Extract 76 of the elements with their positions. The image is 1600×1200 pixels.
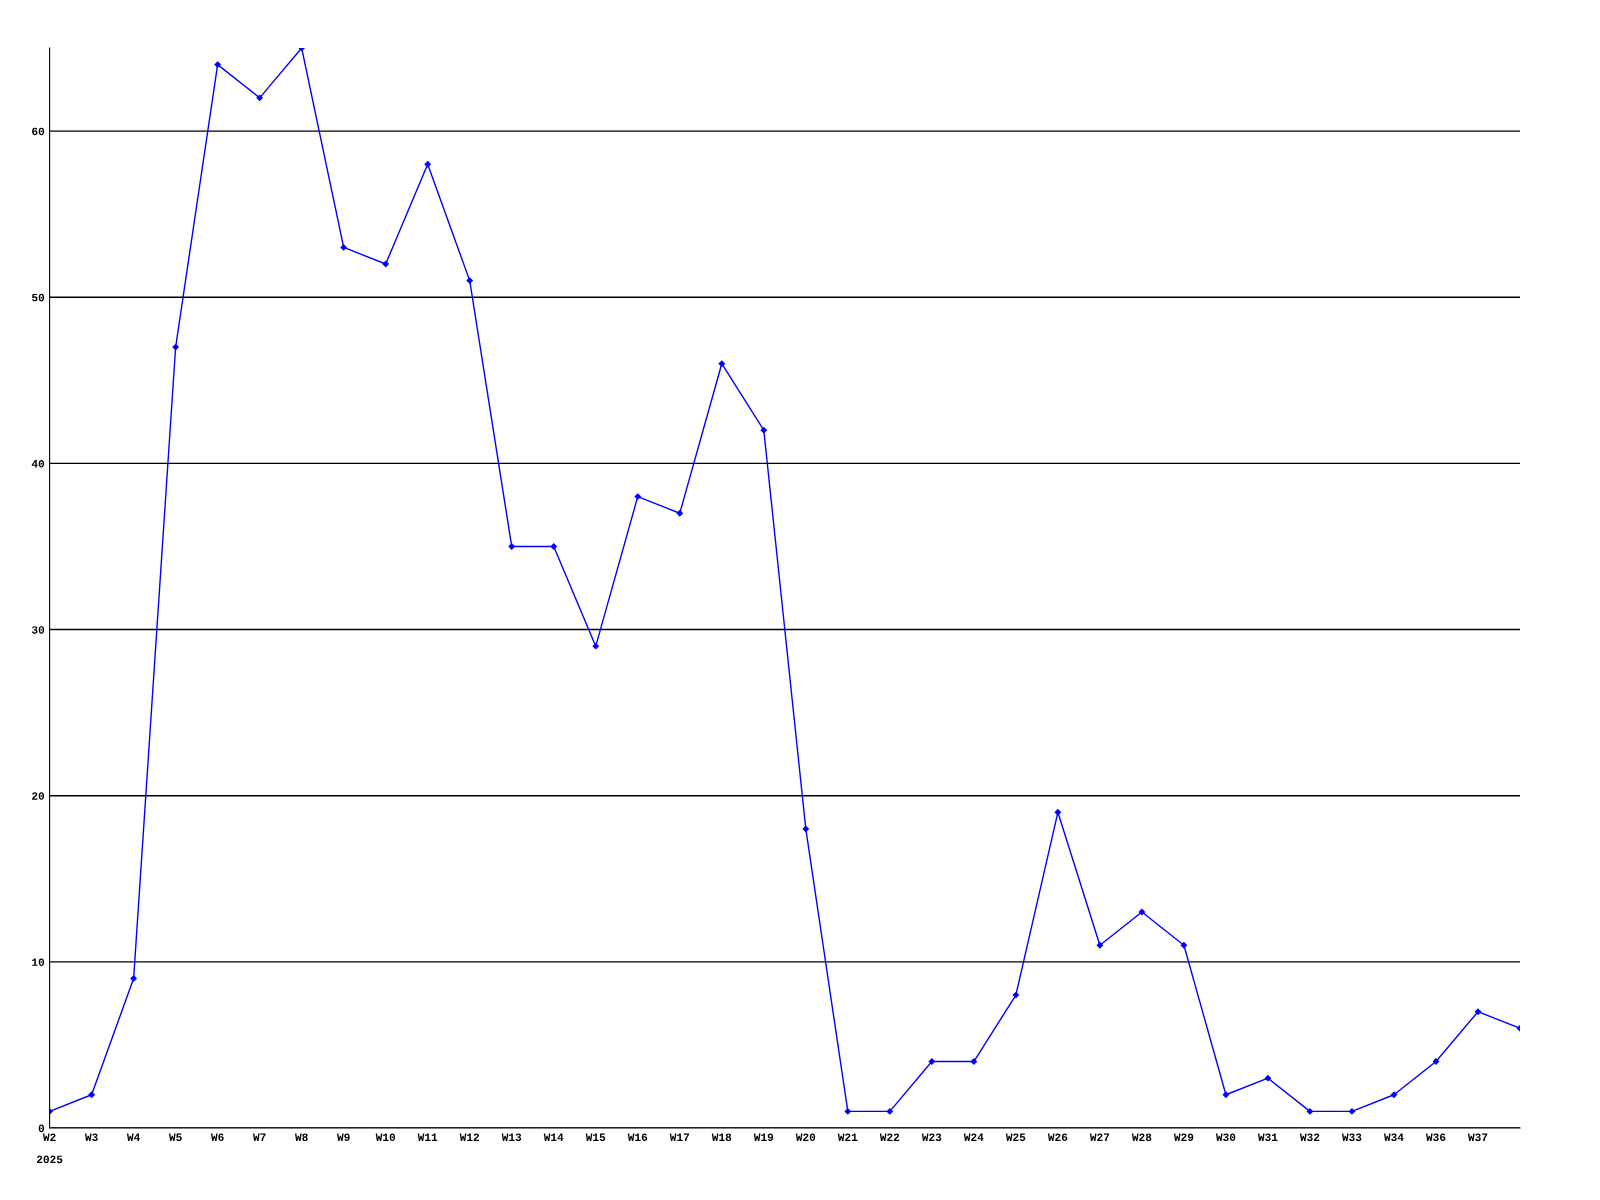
x-tick-label: W6 [210,1133,224,1142]
point [466,277,473,284]
point [928,1058,935,1065]
x-tick-label: W4 [126,1133,140,1141]
point [844,1108,851,1115]
point [424,161,431,168]
y-tick-label: 50 [31,293,45,302]
x-tick-label: W11 [417,1133,438,1141]
point [88,1091,95,1098]
point [1222,1091,1230,1098]
x-tick-label: W19 [753,1133,774,1142]
x-tick-label: W32 [1299,1133,1320,1142]
point [592,643,599,650]
y-tick-label: 60 [32,127,45,136]
x-tick-label: W15 [585,1133,606,1142]
point [1474,1008,1482,1015]
point [382,260,389,268]
x-tick-label: W33 [1341,1133,1362,1142]
point [172,343,179,351]
point [760,427,767,434]
point [214,61,221,68]
y-tick-label: 30 [31,626,45,634]
x-tick-label: W12 [459,1133,480,1141]
x-tick-label: W29 [1173,1133,1194,1142]
point [634,493,641,500]
point [1138,908,1146,916]
y-tick-label: 0 [38,1124,45,1133]
x-tick-label: W14 [543,1133,564,1141]
point [508,543,515,550]
point [718,360,725,367]
text: 2025 [36,1155,63,1164]
x-tick-label: W8 [295,1133,308,1142]
x-tick-label: W3 [84,1133,98,1142]
point [550,543,557,550]
point [1306,1108,1314,1115]
point [676,510,683,517]
y-tick-label: 40 [31,459,45,468]
x-tick-label: W27 [1089,1133,1110,1141]
point [1348,1108,1356,1115]
x-tick-label: W34 [1383,1133,1404,1142]
line-series [49,48,1520,1115]
point [256,94,263,101]
x-tick-label: W25 [1005,1133,1026,1142]
y-tick-label: 10 [32,958,45,966]
point [1096,942,1104,949]
x-tick-label: W23 [921,1133,942,1142]
point [340,244,347,251]
point [1264,1075,1272,1082]
x-tick-label: W5 [168,1133,182,1142]
x-tick-label: W21 [837,1133,858,1141]
x-tick-label: W28 [1131,1133,1152,1142]
x-tick-label: W30 [1215,1133,1236,1142]
point [1180,942,1188,949]
point [1012,991,1020,999]
x-tick-label: W13 [501,1133,522,1142]
x-tick-label: W10 [375,1133,396,1142]
y-tick-label: 20 [32,792,45,800]
x-tick-label: W16 [627,1133,648,1142]
x-tick-label: W20 [795,1133,816,1142]
x-tick-label: W2 [42,1133,56,1141]
point [1054,809,1062,816]
point [802,825,809,833]
x-tick-label: W18 [711,1133,732,1142]
x-tick-label: W26 [1047,1133,1068,1142]
x-tick-label: W31 [1257,1133,1278,1142]
point [970,1058,978,1065]
x-tick-label: W7 [252,1133,266,1141]
x-tick-label: W9 [337,1133,350,1142]
point [1390,1091,1398,1098]
x-tick-label: W37 [1467,1133,1488,1142]
x-tick-label: W36 [1425,1133,1446,1142]
x-tick-label: W17 [669,1133,690,1141]
point [130,975,137,982]
x-tick-label: W22 [879,1133,900,1141]
point [886,1108,893,1115]
x-tick-label: W24 [963,1133,984,1141]
